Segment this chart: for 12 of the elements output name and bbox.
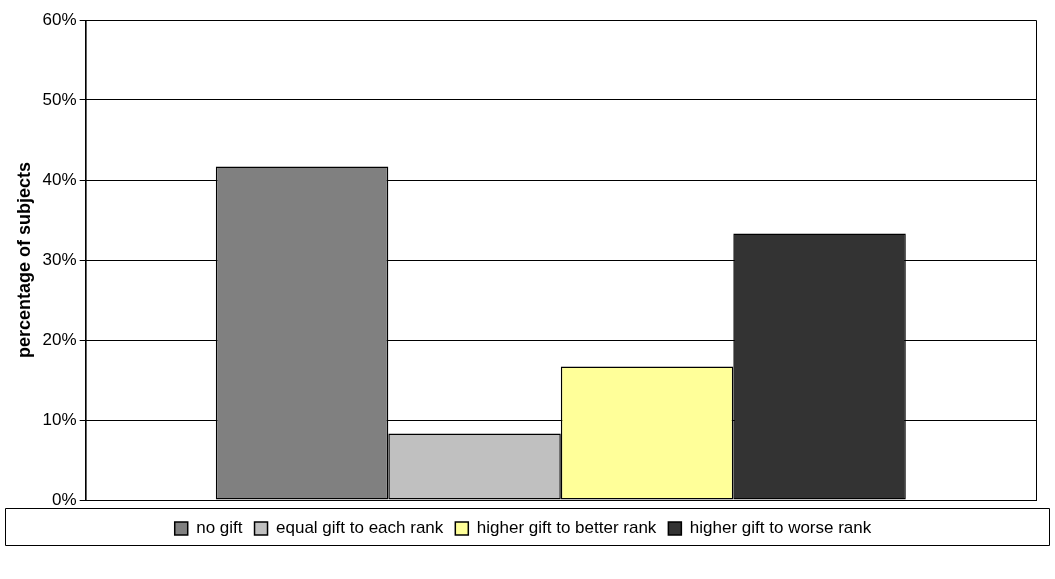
legend-label: equal gift to each rank — [276, 518, 444, 538]
y-tick-label: 60% — [42, 9, 77, 29]
legend-label: higher gift to better rank — [476, 518, 657, 538]
y-tick-label: 40% — [42, 169, 77, 189]
legend-label: no gift — [196, 518, 243, 538]
y-tick-label: 50% — [42, 89, 77, 109]
legend-label: higher gift to worse rank — [689, 518, 872, 538]
y-axis-title: percentage of subjects — [13, 161, 34, 359]
y-tick-label: 30% — [42, 249, 77, 269]
y-tick-label: 0% — [52, 489, 77, 509]
y-tick-label: 10% — [42, 409, 77, 429]
y-tick-label: 20% — [42, 329, 77, 349]
